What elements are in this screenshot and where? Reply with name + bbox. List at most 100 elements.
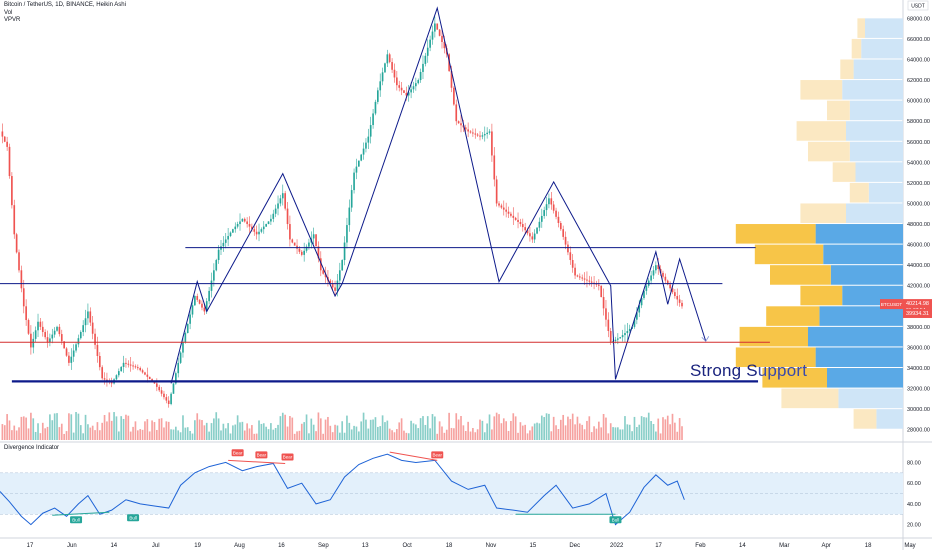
candle-body — [194, 296, 196, 306]
candle-body — [281, 193, 284, 199]
volume-bar — [614, 427, 617, 440]
strong-support-annotation[interactable]: Strong Support — [690, 361, 807, 381]
candle-body — [248, 224, 251, 227]
volume-profile-down-bar — [770, 265, 831, 285]
candle-body — [175, 373, 177, 384]
indicator-axis-tick: 40.00 — [907, 502, 921, 508]
candle-body — [348, 207, 351, 226]
volume-bar — [281, 412, 284, 440]
candle-body — [315, 234, 317, 247]
candle-body — [424, 55, 427, 64]
candle-body — [49, 338, 51, 343]
candle-body — [533, 233, 536, 240]
volume-bar — [379, 426, 382, 440]
volume-bar — [310, 418, 313, 440]
volume-bar — [300, 423, 303, 440]
volume-profile-up-bar — [853, 59, 903, 80]
candle-body — [514, 217, 517, 220]
volume-bar — [262, 423, 265, 440]
volume-bar — [562, 414, 565, 440]
volume-bar — [122, 418, 125, 440]
volume-bar — [424, 424, 427, 440]
candle-body — [431, 31, 434, 40]
candle-body — [186, 323, 189, 334]
volume-bar — [98, 430, 101, 440]
support-text-part2: upport — [757, 361, 808, 380]
candle-body — [324, 273, 327, 278]
volume-bar — [101, 422, 104, 440]
volume-bar — [631, 431, 633, 440]
volume-bar — [20, 416, 23, 440]
volume-bar — [220, 430, 222, 440]
volume-bar — [552, 416, 555, 440]
volume-label[interactable]: Vol — [4, 9, 13, 16]
volume-bar — [68, 413, 70, 440]
volume-bar — [545, 413, 548, 440]
volume-bar — [191, 433, 194, 440]
indicator-title[interactable]: Divergence Indicator — [4, 445, 60, 451]
volume-bar — [640, 416, 643, 440]
volume-bar — [317, 412, 320, 440]
candle-body — [317, 246, 320, 259]
candle-body — [148, 376, 151, 380]
volume-bar — [381, 415, 384, 440]
candle-body — [586, 279, 588, 281]
bear-signal-label — [231, 449, 244, 457]
volume-bar — [346, 415, 348, 440]
candle-body — [222, 242, 225, 247]
candle-body — [120, 366, 123, 372]
currency-text: USDT — [911, 4, 925, 10]
volume-bar — [538, 423, 541, 440]
signal-label-text: Bear — [432, 453, 442, 458]
candle-body — [158, 386, 161, 391]
candle-body — [284, 193, 286, 209]
candle-body — [640, 298, 643, 306]
volume-bar — [422, 416, 424, 440]
volume-bar — [621, 429, 624, 440]
candle-body — [198, 299, 201, 304]
volume-bar — [234, 424, 237, 440]
price-axis-tick: 32000.00 — [907, 387, 930, 393]
volume-bar — [182, 415, 184, 440]
candle-body — [360, 154, 363, 161]
volume-bar — [415, 424, 417, 440]
volume-bar — [405, 432, 408, 440]
volume-bar — [571, 413, 574, 440]
volume-bar — [650, 421, 652, 440]
volume-bar — [519, 422, 522, 440]
volume-bar — [483, 432, 486, 440]
volume-bar — [194, 420, 196, 440]
volume-profile-down-bar — [739, 326, 808, 347]
volume-bar — [146, 419, 149, 440]
candle-body — [674, 292, 676, 297]
candle-body — [643, 290, 645, 299]
volume-bar — [619, 429, 622, 440]
volume-bar — [248, 428, 251, 440]
volume-bar — [65, 431, 68, 440]
symbol-title[interactable]: Bitcoin / TetherUS, 1D, BINANCE, Heikin … — [4, 2, 126, 8]
volume-bar — [51, 420, 54, 440]
bull-divergence-line — [52, 511, 110, 516]
volume-bar — [246, 423, 248, 440]
candle-body — [139, 368, 142, 371]
vpvr-label[interactable]: VPVR — [4, 17, 21, 23]
candle-body — [398, 85, 401, 88]
volume-bar — [438, 421, 441, 440]
candle-body — [334, 287, 336, 291]
candle-body — [303, 250, 306, 255]
volume-bar — [156, 429, 158, 440]
candle-body — [89, 311, 92, 323]
candle-body — [167, 400, 170, 405]
candle-body — [229, 232, 232, 237]
candle-body — [362, 148, 365, 155]
volume-bar — [540, 415, 543, 440]
volume-bar — [564, 425, 567, 440]
candle-body — [624, 333, 626, 336]
volume-bar — [319, 418, 322, 440]
price-axis-tick: 56000.00 — [907, 140, 930, 146]
volume-bar — [362, 412, 365, 440]
volume-bar — [457, 419, 460, 440]
candle-body — [588, 280, 591, 282]
volume-bar — [224, 428, 227, 440]
